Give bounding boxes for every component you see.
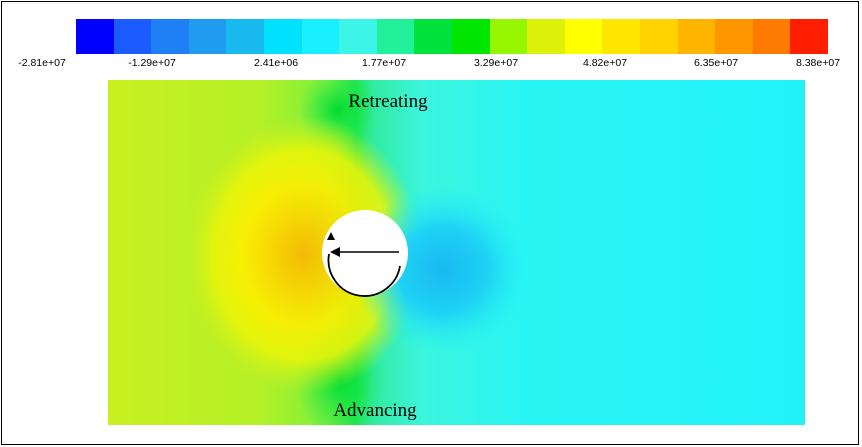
cylinder bbox=[322, 210, 408, 296]
colorbar-swatch-7 bbox=[339, 19, 377, 54]
colorbar-tick-6: 6.35e+07 bbox=[693, 57, 739, 69]
rotation-arc-icon bbox=[327, 253, 401, 297]
colorbar-swatch-9 bbox=[414, 19, 452, 54]
colorbar-swatch-0 bbox=[76, 19, 114, 54]
colorbar-swatch-16 bbox=[677, 19, 716, 54]
colorbar-tick-0: -2.81e+07 bbox=[18, 57, 66, 69]
colorbar-swatch-13 bbox=[564, 19, 603, 54]
colorbar-tick-7: 8.38e+07 bbox=[795, 57, 841, 69]
colorbar-swatch-3 bbox=[188, 19, 227, 54]
colorbar-swatch-8 bbox=[376, 19, 415, 54]
colorbar-tick-1: -1.29e+07 bbox=[128, 57, 176, 69]
colorbar-swatch-10 bbox=[451, 19, 490, 54]
colorbar-swatch-12 bbox=[527, 19, 565, 54]
pressure-contour-field bbox=[108, 80, 805, 425]
colorbar-tick-4: 3.29e+07 bbox=[473, 57, 519, 69]
colorbar-swatch-18 bbox=[752, 19, 791, 54]
advancing-label: Advancing bbox=[333, 400, 417, 421]
colorbar-tick-3: 1.77e+07 bbox=[361, 57, 407, 69]
colorbar-swatch-5 bbox=[263, 19, 302, 54]
colorbar-swatch-14 bbox=[602, 19, 640, 54]
colorbar-swatch-4 bbox=[226, 19, 264, 54]
colorbar-swatch-15 bbox=[639, 19, 678, 54]
colorbar-swatch-11 bbox=[489, 19, 528, 54]
retreating-label: Retreating bbox=[348, 91, 428, 112]
colorbar-tick-5: 4.82e+07 bbox=[582, 57, 628, 69]
colorbar-swatch-19 bbox=[790, 19, 828, 54]
colorbar-swatch-17 bbox=[715, 19, 753, 54]
colorbar-swatch-6 bbox=[301, 19, 340, 54]
colorbar-swatch-1 bbox=[113, 19, 152, 54]
colorbar-swatch-2 bbox=[151, 19, 189, 54]
colorbar bbox=[76, 19, 828, 54]
colorbar-tick-2: 2.41e+06 bbox=[253, 57, 299, 69]
